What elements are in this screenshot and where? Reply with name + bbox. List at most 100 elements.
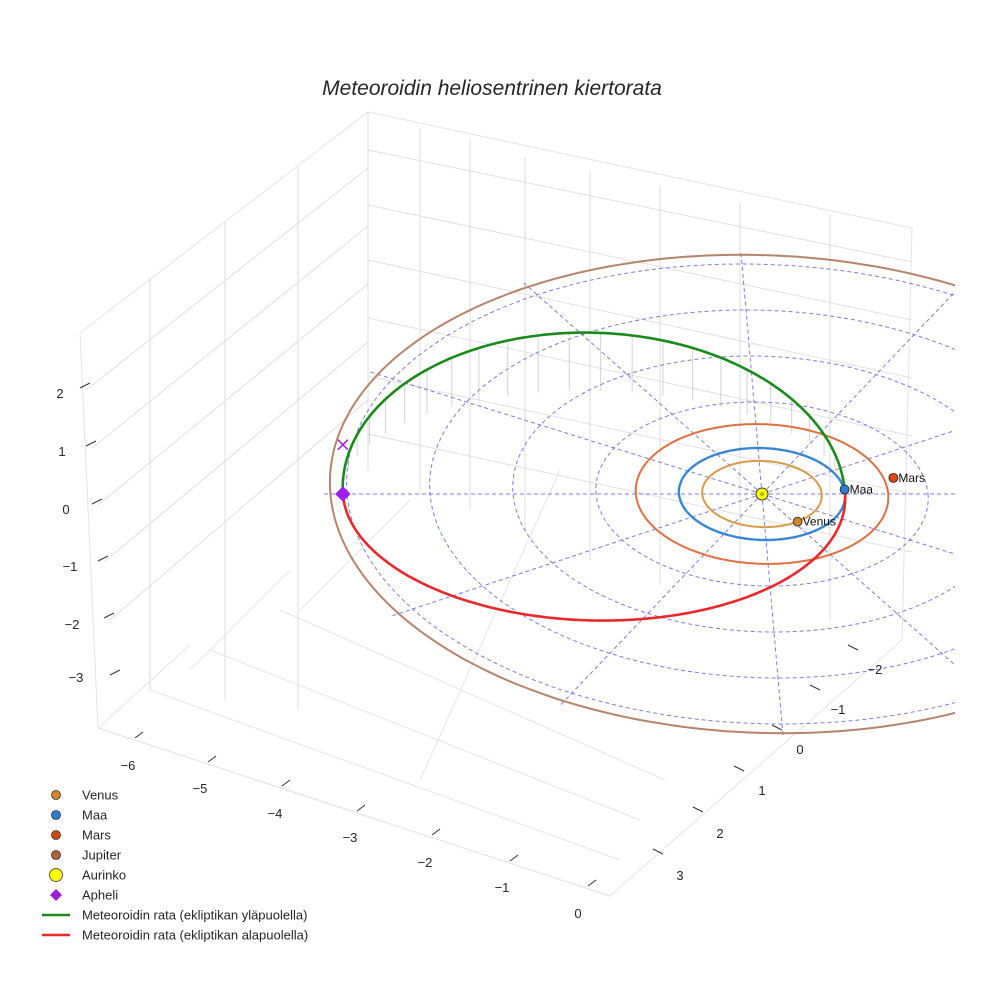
y-tick-mark <box>652 848 664 855</box>
ecliptic-ring <box>512 355 955 633</box>
grid-line <box>367 433 913 553</box>
legend-aurinko-label: Aurinko <box>82 868 126 883</box>
x-tick-mark <box>431 828 441 836</box>
label-maa: Maa <box>850 482 874 496</box>
grid-line <box>103 341 369 563</box>
y-tick-mark <box>733 765 745 772</box>
floor-grid-line <box>299 499 411 611</box>
marker-maa <box>839 484 850 495</box>
x-tick-mark <box>509 854 519 862</box>
z-tick-label: −2 <box>65 617 80 632</box>
z-tick-mark <box>97 555 109 562</box>
plot-scene: Venus Maa Mars <box>322 250 955 738</box>
ecliptic-radial-line <box>761 493 784 738</box>
y-tick-label: 3 <box>676 868 683 883</box>
grid-line <box>367 375 913 495</box>
legend-mars-marker <box>51 830 61 840</box>
x-tick-label: −1 <box>495 880 510 895</box>
label-venus: Venus <box>803 515 836 529</box>
ecliptic-radial-line <box>761 291 955 495</box>
ecliptic-ring <box>429 309 955 679</box>
ecliptic-radial-line <box>560 493 763 706</box>
x-tick-label: −6 <box>121 758 136 773</box>
legend-jupiter-marker <box>51 850 61 860</box>
legend-venus-marker <box>51 790 61 800</box>
ecliptic-ring <box>595 401 929 587</box>
marker-mars <box>888 472 899 483</box>
x-tick-label: −5 <box>193 781 208 796</box>
legend: Venus Maa Mars Jupiter Aurinko Apheli Meteoroi… <box>42 788 308 943</box>
axis-ticks: 2 1 0 −1 −2 −3 −6 −5 −4 −3 −2 −1 0 −2 −1 0 1 2 3 <box>56 382 883 921</box>
orbit-jupiter <box>328 253 955 735</box>
x-tick-mark <box>356 804 366 812</box>
x-tick-mark <box>134 731 144 739</box>
legend-apheli-label: Apheli <box>82 888 118 903</box>
z-tick-label: 0 <box>62 502 69 517</box>
ecliptic-radial-line <box>523 282 763 495</box>
y-tick-label: 1 <box>758 783 765 798</box>
marker-aurinko-core <box>760 492 764 496</box>
y-tick-mark <box>809 684 821 691</box>
legend-apheli-marker <box>50 889 62 901</box>
z-tick-mark <box>103 612 115 619</box>
x-tick-mark <box>281 779 291 787</box>
y-tick-label: −2 <box>868 662 883 677</box>
meteoroid-orbit-above <box>341 331 847 495</box>
grid-line <box>109 399 369 621</box>
y-tick-label: −1 <box>831 702 846 717</box>
orbit-mars <box>634 423 890 565</box>
meteoroid-orbit-below <box>341 493 847 622</box>
floor-grid-line <box>209 649 641 821</box>
y-tick-label: 2 <box>716 826 723 841</box>
x-tick-label: −2 <box>418 855 433 870</box>
x-tick-label: 0 <box>574 906 581 921</box>
floor-grid-line <box>97 727 611 897</box>
x-tick-label: −3 <box>343 830 358 845</box>
ecliptic-radial-line <box>761 493 955 555</box>
z-tick-mark <box>91 498 103 505</box>
grid-line <box>85 167 369 391</box>
legend-jupiter-label: Jupiter <box>82 848 122 863</box>
grid-line <box>91 225 369 449</box>
y-tick-mark <box>847 644 859 651</box>
legend-maa-label: Maa <box>82 808 108 823</box>
legend-venus-label: Venus <box>82 788 119 803</box>
x-tick-mark <box>587 879 597 887</box>
axes-panes <box>79 111 913 897</box>
grid-line <box>367 317 913 437</box>
marker-venus <box>792 516 803 527</box>
z-tick-label: −3 <box>69 670 84 685</box>
y-tick-mark <box>692 806 704 813</box>
ecliptic-radial-line <box>761 429 955 495</box>
marker-apheli <box>335 486 351 502</box>
legend-maa-marker <box>51 810 61 820</box>
z-tick-label: −1 <box>63 559 78 574</box>
floor-grid-line <box>279 609 666 781</box>
floor-grid-line <box>97 644 191 729</box>
legend-meteoroidin-rata-ekliptikan-alapuolella-label: Meteoroidin rata (ekliptikan alapuolella… <box>82 928 308 943</box>
grid-line <box>97 283 369 506</box>
floor-grid-line <box>189 569 291 671</box>
y-tick-label: 0 <box>796 742 803 757</box>
grid-line <box>367 149 913 263</box>
z-tick-label: 2 <box>56 386 63 401</box>
legend-mars-label: Mars <box>82 828 111 843</box>
y-tick-mark <box>771 724 783 731</box>
aphelion-cross <box>337 439 349 451</box>
floor-grid-line <box>419 469 561 781</box>
label-mars: Mars <box>898 471 925 485</box>
z-tick-label: 1 <box>58 444 65 459</box>
legend-aurinko-marker <box>49 868 63 882</box>
z-tick-mark <box>79 382 91 389</box>
z-tick-mark <box>85 440 97 447</box>
pane-outline <box>79 111 913 897</box>
floor-grid-line <box>149 689 621 861</box>
legend-meteoroidin-rata-ekliptikan-yläpuolella-label: Meteoroidin rata (ekliptikan yläpuolella… <box>82 908 307 923</box>
ecliptic-radial-line <box>370 371 763 495</box>
orbit-maa <box>677 446 847 542</box>
x-tick-mark <box>207 755 217 763</box>
chart-title: Meteoroidin heliosentrinen kiertorata <box>322 77 662 100</box>
z-tick-mark <box>109 669 121 676</box>
grid-line <box>367 259 913 379</box>
